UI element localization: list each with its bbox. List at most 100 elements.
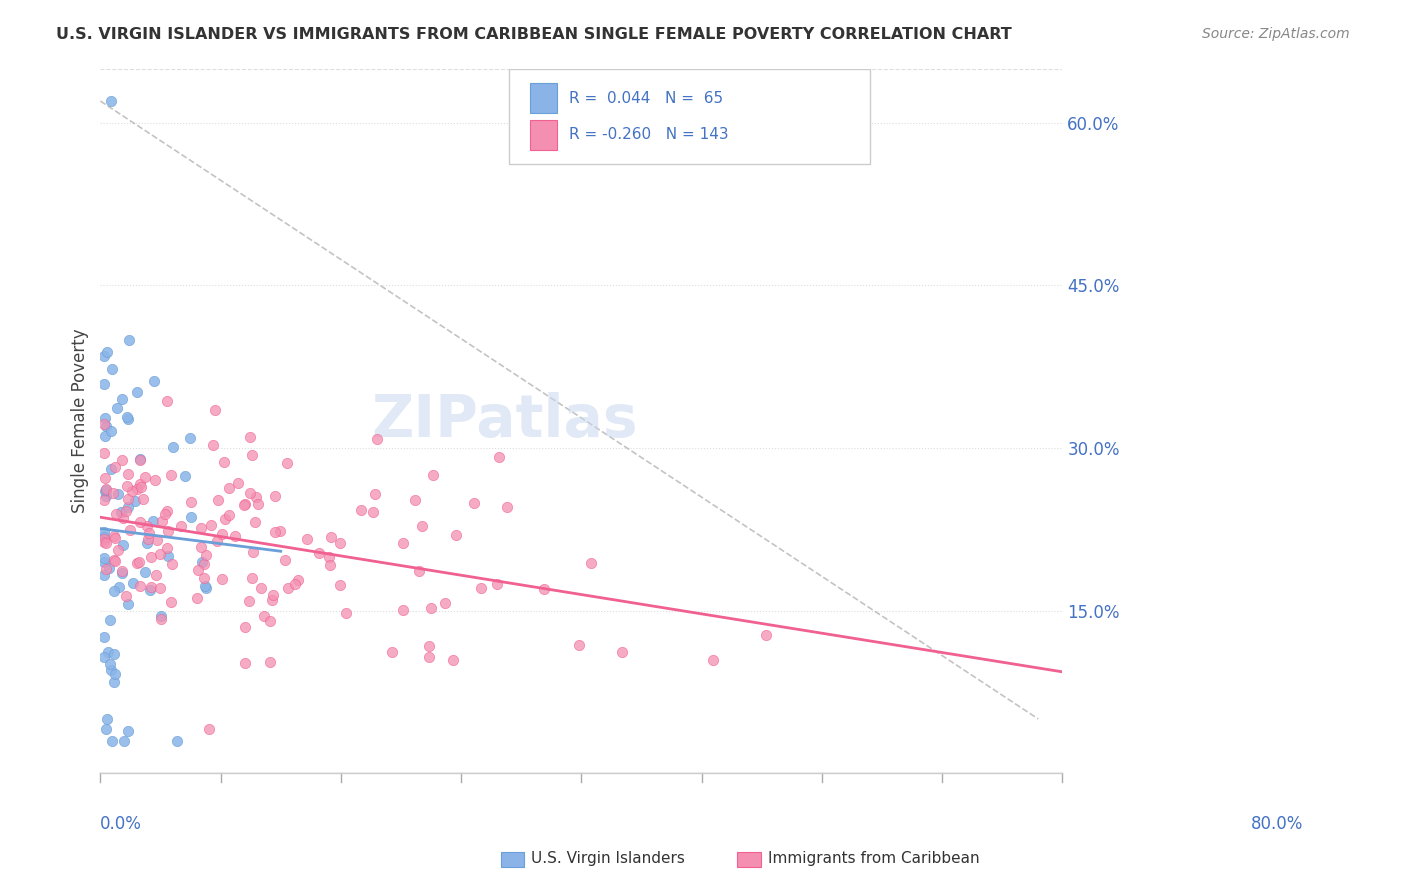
Point bbox=[246, 498, 269, 512]
Point bbox=[93, 555, 115, 569]
Point bbox=[157, 524, 180, 538]
Point bbox=[269, 524, 291, 538]
Point bbox=[253, 609, 276, 624]
Point bbox=[136, 532, 159, 546]
Point bbox=[100, 362, 122, 376]
Point bbox=[150, 514, 173, 528]
Point bbox=[117, 723, 139, 738]
Point bbox=[610, 645, 633, 659]
Point bbox=[110, 505, 132, 519]
Text: U.S. Virgin Islanders: U.S. Virgin Islanders bbox=[531, 852, 685, 866]
Point bbox=[233, 656, 256, 670]
Point bbox=[190, 521, 212, 535]
Point bbox=[96, 712, 118, 726]
Point bbox=[114, 590, 136, 604]
Point bbox=[94, 561, 117, 575]
Point bbox=[128, 453, 150, 467]
Point bbox=[160, 468, 183, 483]
Point bbox=[567, 638, 589, 652]
Point bbox=[318, 558, 340, 573]
Point bbox=[111, 392, 134, 406]
Point bbox=[135, 535, 157, 549]
Point bbox=[115, 478, 138, 492]
Point bbox=[111, 511, 134, 525]
Point bbox=[93, 492, 115, 507]
Point bbox=[318, 549, 340, 564]
Point bbox=[98, 657, 121, 671]
Point bbox=[243, 515, 266, 529]
Point bbox=[111, 453, 134, 467]
Point bbox=[93, 550, 115, 565]
Text: U.S. VIRGIN ISLANDER VS IMMIGRANTS FROM CARIBBEAN SINGLE FEMALE POVERTY CORRELAT: U.S. VIRGIN ISLANDER VS IMMIGRANTS FROM … bbox=[56, 27, 1012, 42]
Point bbox=[117, 410, 139, 425]
Point bbox=[143, 473, 166, 487]
Point bbox=[117, 597, 139, 611]
Point bbox=[264, 525, 287, 540]
Point bbox=[218, 508, 240, 523]
Point bbox=[139, 549, 162, 564]
Point bbox=[162, 440, 184, 454]
Point bbox=[411, 519, 433, 533]
Point bbox=[142, 514, 165, 528]
Point bbox=[259, 614, 281, 628]
Point bbox=[127, 557, 149, 571]
Point bbox=[94, 483, 117, 498]
Point bbox=[211, 573, 233, 587]
Point bbox=[179, 431, 201, 445]
Point bbox=[193, 557, 215, 571]
Point bbox=[190, 541, 212, 555]
Point bbox=[193, 571, 215, 585]
Point bbox=[93, 568, 115, 582]
FancyBboxPatch shape bbox=[509, 69, 870, 163]
Point bbox=[496, 500, 519, 514]
Text: ZIPatlas: ZIPatlas bbox=[371, 392, 638, 450]
Point bbox=[444, 528, 467, 542]
Point bbox=[103, 529, 125, 543]
Point bbox=[207, 533, 229, 548]
Point bbox=[155, 504, 177, 518]
Point bbox=[276, 456, 298, 470]
Point bbox=[105, 401, 128, 416]
Point bbox=[470, 581, 492, 595]
Point bbox=[207, 493, 229, 508]
Point bbox=[202, 438, 225, 452]
Point bbox=[335, 607, 357, 621]
Point bbox=[434, 595, 457, 609]
Point bbox=[408, 564, 430, 578]
Point bbox=[392, 536, 415, 550]
Point bbox=[422, 468, 444, 483]
Y-axis label: Single Female Poverty: Single Female Poverty bbox=[72, 328, 89, 513]
Point bbox=[463, 496, 485, 510]
Point bbox=[93, 377, 115, 392]
Point bbox=[129, 452, 152, 467]
Point bbox=[143, 374, 166, 388]
Point bbox=[702, 653, 724, 667]
Point bbox=[129, 477, 152, 491]
Point bbox=[107, 543, 129, 558]
Point bbox=[239, 430, 262, 444]
Point bbox=[287, 573, 309, 587]
Point bbox=[190, 555, 212, 569]
Point bbox=[149, 547, 172, 561]
Bar bbox=[530, 83, 557, 113]
Point bbox=[200, 518, 222, 533]
Point bbox=[117, 412, 139, 426]
Bar bbox=[530, 120, 557, 150]
Point bbox=[93, 417, 115, 432]
Text: Immigrants from Caribbean: Immigrants from Caribbean bbox=[768, 852, 980, 866]
Text: 80.0%: 80.0% bbox=[1250, 815, 1303, 833]
Point bbox=[122, 575, 145, 590]
Point bbox=[238, 594, 260, 608]
Point bbox=[157, 549, 180, 564]
Point bbox=[250, 581, 273, 595]
Point bbox=[239, 486, 262, 500]
Point bbox=[134, 566, 156, 580]
Point bbox=[166, 733, 188, 747]
Point bbox=[233, 620, 256, 634]
Point bbox=[107, 487, 129, 501]
Point bbox=[180, 510, 202, 524]
Point bbox=[153, 508, 176, 522]
Point bbox=[242, 545, 264, 559]
Point bbox=[159, 595, 181, 609]
Point bbox=[366, 432, 388, 446]
